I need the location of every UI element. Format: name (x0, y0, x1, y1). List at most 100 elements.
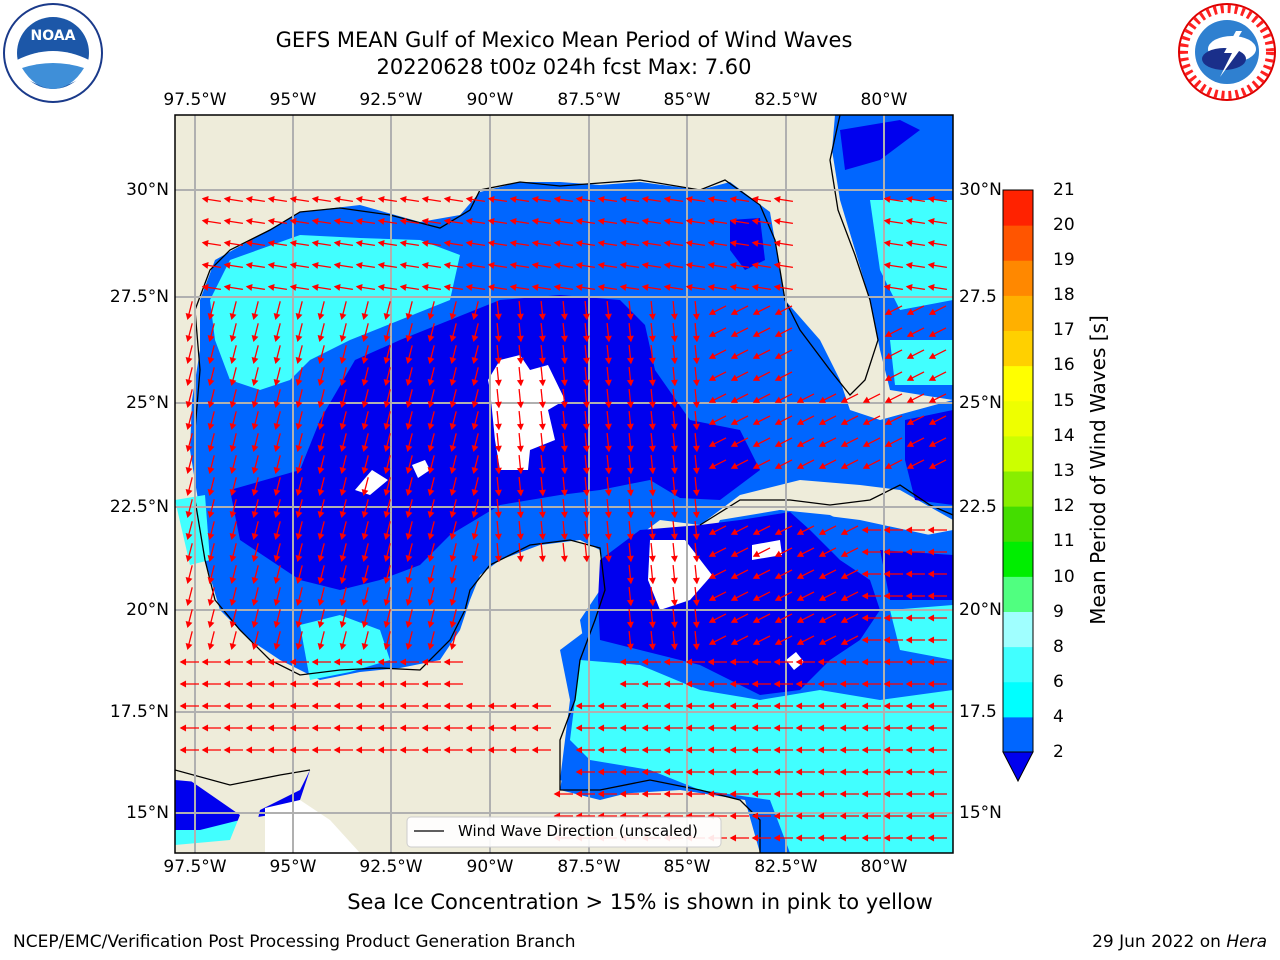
lon-label-bottom: 95°W (269, 857, 317, 877)
wind-arrow-head (774, 638, 783, 645)
wind-arrow-head (465, 724, 473, 732)
wind-arrow-head (751, 217, 759, 225)
wind-arrow-head (883, 834, 891, 842)
wind-arrow-head (796, 572, 805, 579)
wind-arrow-head (582, 555, 590, 563)
wind-arrow-head (905, 834, 913, 842)
wind-arrow-head (295, 312, 303, 321)
wind-arrow-head (207, 444, 215, 453)
lon-label-top: 85°W (663, 90, 711, 110)
wind-arrow-head (377, 217, 385, 225)
wind-arrow-head (289, 195, 297, 203)
wind-arrow-head (449, 510, 457, 519)
wind-arrow-head (730, 462, 739, 469)
wind-arrow-head (383, 444, 391, 453)
wind-arrow-head (245, 195, 253, 203)
wind-arrow-head (251, 334, 259, 343)
lat-label-left: 20°N (126, 600, 169, 620)
wind-arrow-head (707, 768, 715, 776)
wind-arrow-head (289, 283, 297, 291)
wind-arrow-head (626, 621, 634, 629)
wind-arrow-head (861, 768, 869, 776)
sea-ice-note: Sea Ice Concentration > 15% is shown in … (347, 890, 933, 914)
wind-arrow-head (295, 510, 303, 519)
wind-arrow-head (905, 658, 913, 666)
wind-arrow-head (405, 488, 413, 497)
wind-arrow-head (383, 488, 391, 497)
wind-arrow-head (626, 313, 634, 321)
wind-arrow-head (604, 423, 612, 431)
colorbar-segment (1003, 471, 1033, 507)
wind-arrow-head (273, 334, 281, 343)
wind-arrow-head (597, 195, 605, 203)
wind-arrow-head (752, 594, 761, 601)
colorbar-tick: 9 (1053, 602, 1064, 622)
wind-arrow-head (927, 592, 935, 600)
wind-arrow-head (663, 746, 671, 754)
wind-arrow-head (207, 488, 215, 497)
wind-arrow-head (773, 261, 781, 269)
wind-arrow-head (267, 658, 275, 666)
wind-arrow-head (663, 283, 671, 291)
lon-label-top: 82.5°W (754, 90, 818, 110)
wind-arrow-head (229, 576, 237, 585)
wind-arrow-head (795, 812, 803, 820)
wind-arrow-head (730, 572, 739, 579)
wind-arrow-head (708, 462, 717, 469)
wind-arrow-head (582, 335, 590, 343)
wind-arrow-head (311, 702, 319, 710)
wind-arrow-head (730, 594, 739, 601)
wind-arrow-head (185, 378, 193, 387)
wind-arrow-head (773, 724, 781, 732)
wind-arrow-head (582, 313, 590, 321)
wind-arrow-head (774, 594, 783, 601)
wind-arrow-head (883, 790, 891, 798)
wind-arrow-head (619, 746, 627, 754)
wind-arrow-head (884, 352, 893, 359)
wind-arrow-head (295, 576, 303, 585)
wind-arrow-head (905, 680, 913, 688)
wind-arrow-head (383, 620, 391, 629)
wind-arrow-head (179, 702, 187, 710)
wind-arrow-head (751, 812, 759, 820)
lat-label-left: 17.5°N (109, 702, 169, 722)
wind-arrow-head (560, 423, 568, 431)
wind-arrow-head (670, 379, 678, 387)
wind-arrow-head (531, 746, 539, 754)
wind-arrow-head (538, 357, 546, 365)
wind-arrow-head (494, 423, 502, 431)
colorbar-segment (1003, 330, 1033, 367)
wind-arrow-head (685, 790, 693, 798)
wind-arrow-head (648, 489, 656, 497)
wind-arrow-head (604, 511, 612, 519)
wind-arrow-head (185, 466, 193, 475)
wind-arrow-head (185, 312, 193, 321)
wind-arrow-head (339, 576, 347, 585)
wind-arrow-head (685, 724, 693, 732)
wind-arrow-head (927, 746, 935, 754)
colorbar-segment (1003, 506, 1033, 542)
wind-arrow-head (905, 614, 913, 622)
wind-arrow-head (626, 533, 634, 541)
wind-arrow-head (905, 283, 913, 291)
wind-arrow-head (861, 702, 869, 710)
wind-arrow-head (648, 599, 656, 607)
wind-arrow-head (773, 768, 781, 776)
wind-arrow-head (604, 379, 612, 387)
wind-arrow-head (185, 334, 193, 343)
wind-arrow-head (317, 466, 325, 475)
wind-arrow-head (883, 283, 891, 291)
wind-arrow-head (905, 239, 913, 247)
wind-arrow-head (427, 532, 435, 541)
wind-arrow-head (751, 724, 759, 732)
wind-arrow-head (443, 195, 451, 203)
wind-arrow-head (883, 702, 891, 710)
wind-arrow-head (427, 642, 435, 651)
wind-arrow-head (928, 330, 937, 337)
chart-title: GEFS MEAN Gulf of Mexico Mean Period of … (275, 28, 853, 52)
wind-arrow-head (465, 283, 473, 291)
wind-arrow-head (361, 488, 369, 497)
colorbar (1002, 189, 1034, 783)
wind-arrow-head (383, 576, 391, 585)
wind-arrow-head (273, 554, 281, 563)
